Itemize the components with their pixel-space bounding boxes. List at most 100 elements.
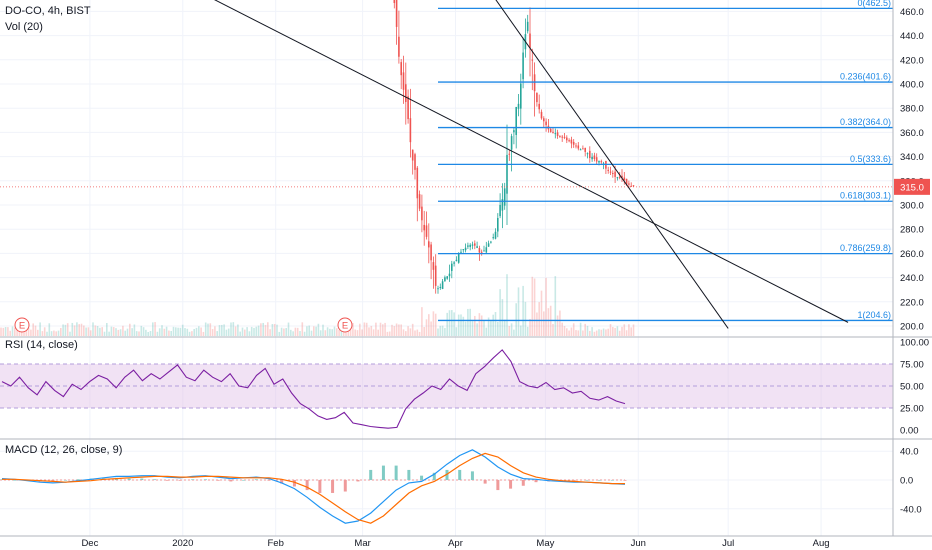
volume-bar	[2, 327, 5, 336]
macd-histogram-bar	[127, 478, 131, 480]
volume-bar	[437, 328, 439, 336]
macd-histogram-bar	[64, 480, 68, 481]
volume-bar	[418, 331, 421, 336]
volume-bar	[464, 321, 467, 336]
trendline	[495, 0, 729, 329]
volume-bar	[515, 303, 517, 336]
candle-body	[506, 154, 508, 194]
volume-bar	[520, 325, 522, 336]
volume-bar	[188, 331, 191, 336]
volume-bar	[409, 328, 412, 336]
signal-line	[2, 452, 625, 524]
macd-histogram-bar	[470, 471, 474, 480]
candle-body	[515, 106, 517, 135]
candle-body	[510, 136, 513, 150]
candle-body	[393, 0, 396, 4]
candle-body	[494, 231, 497, 239]
volume-bar	[393, 326, 396, 336]
volume-bar	[89, 330, 92, 336]
volume-bar	[625, 330, 628, 336]
macd-histogram-bar	[140, 478, 144, 480]
volume-bar	[352, 322, 354, 336]
volume-bar	[170, 330, 172, 336]
volume-bar	[356, 330, 359, 336]
volume-bar	[154, 322, 156, 336]
rsi-pane[interactable]	[0, 349, 893, 429]
macd-histogram-bar	[254, 479, 258, 480]
volume-bar	[142, 327, 145, 336]
candle-body	[437, 288, 439, 290]
volume-bar	[313, 326, 315, 336]
candle-body	[508, 153, 511, 155]
candle-body	[586, 153, 589, 155]
volume-bar	[589, 330, 591, 336]
volume-bar	[499, 289, 501, 336]
volume-bar	[379, 322, 382, 336]
volume-bar	[568, 330, 570, 336]
candle-body	[549, 128, 552, 132]
volume-bar	[434, 313, 437, 336]
volume-bar	[490, 319, 492, 336]
volume-bar	[193, 328, 195, 336]
price-tick-label: 420.0	[900, 55, 924, 66]
macd-histogram-bar	[381, 465, 385, 480]
volume-bar	[377, 329, 379, 336]
candle-body	[432, 262, 435, 270]
candle-body	[483, 250, 485, 252]
volume-bar	[230, 322, 232, 336]
volume-bar	[129, 323, 131, 336]
price-tick-label: 260.0	[900, 249, 924, 260]
volume-bar	[110, 326, 113, 336]
candle-body	[446, 276, 448, 279]
volume-bar	[497, 321, 499, 336]
volume-bar	[239, 331, 241, 336]
volume-bar	[209, 323, 212, 336]
volume-bar	[584, 323, 586, 336]
volume-bar	[18, 329, 21, 336]
macd-tick-label: 0.0	[900, 476, 913, 487]
volume-bar	[605, 329, 607, 336]
price-tick-label: 280.0	[900, 225, 924, 236]
volume-bar	[326, 327, 329, 336]
x-tick-label: May	[536, 538, 554, 549]
candle-body	[630, 185, 632, 187]
volume-bar	[460, 314, 462, 336]
volume-bar	[34, 325, 37, 336]
volume-bar	[439, 325, 442, 336]
candle-body	[529, 33, 531, 48]
volume-bar	[175, 327, 177, 336]
candle-body	[607, 169, 609, 171]
candle-body	[568, 140, 570, 142]
candle-body	[474, 243, 476, 246]
volume-bar	[0, 327, 2, 336]
macd-tick-label: 40.0	[900, 447, 919, 458]
macd-histogram-bar	[153, 479, 157, 480]
volume-bar	[101, 327, 103, 336]
macd-histogram-bar	[610, 480, 614, 481]
candle-body	[497, 217, 499, 232]
macd-histogram-bar	[178, 480, 182, 481]
macd-histogram-bar	[623, 480, 627, 481]
macd-histogram-bar	[331, 480, 335, 493]
volume-bar	[223, 324, 225, 336]
macd-histogram-bar	[165, 480, 169, 481]
volume-bar	[267, 322, 269, 336]
price-tick-label: 340.0	[900, 152, 924, 163]
volume-bar	[609, 324, 612, 336]
volume-bar	[227, 328, 230, 336]
volume-bar	[163, 328, 166, 336]
price-tick-label: 300.0	[900, 201, 924, 212]
macd-histogram-bar	[369, 469, 373, 480]
price-pane[interactable]: 0(462.5) 0.236(401.6) 0.382(364.0) 0.5(333.…	[0, 0, 893, 336]
volume-label: Vol (20)	[5, 21, 43, 33]
candle-body	[448, 273, 451, 277]
macd-pane[interactable]	[0, 449, 627, 524]
macd-histogram-bar	[267, 480, 271, 481]
volume-bar	[347, 328, 350, 336]
candle-body	[595, 157, 598, 162]
candle-body	[478, 248, 481, 253]
candle-body	[563, 136, 566, 138]
volume-bar	[363, 322, 366, 336]
volume-bar	[191, 331, 193, 336]
volume-bar	[384, 322, 386, 336]
